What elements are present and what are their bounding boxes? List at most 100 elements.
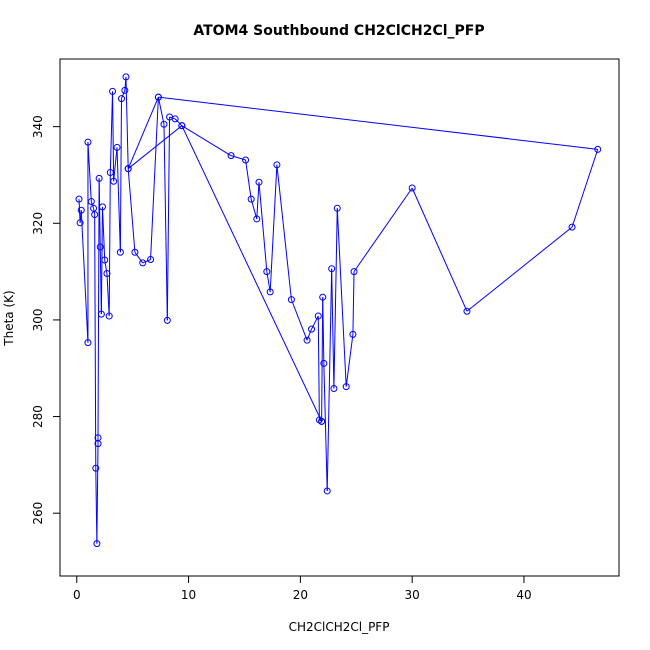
series-segment (127, 96, 159, 169)
data-point (328, 265, 336, 273)
data-point (568, 223, 576, 231)
series-segment (101, 206, 106, 261)
data-point (94, 434, 102, 442)
series-segment (345, 334, 354, 387)
data-point (147, 256, 155, 264)
series-segment (352, 271, 355, 335)
chart-title: ATOM4 Southbound CH2ClCH2Cl_PFP (193, 23, 484, 39)
series-segment (276, 164, 292, 300)
data-point (110, 177, 118, 185)
x-tick-label: 30 (405, 588, 420, 602)
x-tick-label: 10 (181, 588, 196, 602)
series-segment (119, 98, 122, 253)
series-segment (121, 90, 126, 99)
series-segment (96, 443, 99, 544)
y-tick-label: 300 (31, 308, 45, 331)
series-segment (80, 210, 89, 343)
series-segment (411, 187, 468, 312)
x-tick-label: 20 (293, 588, 308, 602)
series-segment (256, 182, 260, 219)
data-point (333, 204, 341, 212)
series-segment (157, 97, 165, 125)
data-point (350, 268, 358, 276)
series-segment (245, 159, 252, 200)
data-point (594, 145, 602, 153)
series-segment (142, 259, 151, 264)
data-point (116, 248, 124, 256)
series-segment (104, 259, 108, 274)
data-point (308, 325, 316, 333)
series-segment (109, 91, 114, 173)
series-segment (116, 147, 121, 253)
data-point (263, 268, 271, 276)
data-point (318, 417, 326, 425)
data-point (117, 95, 125, 103)
series-layer (75, 73, 602, 548)
series-segment (112, 91, 115, 182)
data-point (287, 296, 295, 304)
data-point (255, 178, 263, 186)
y-axis-label: Theta (K) (2, 290, 16, 346)
x-axis-label: CH2ClCH2Cl_PFP (289, 620, 390, 634)
data-point (247, 195, 255, 203)
x-axis: 0 10 20 30 40 (73, 576, 532, 602)
data-point (131, 248, 139, 256)
data-point (463, 307, 471, 315)
data-point (122, 73, 130, 81)
data-point (139, 259, 147, 267)
y-tick-label: 320 (31, 212, 45, 235)
series-segment (127, 125, 183, 170)
data-point (160, 120, 168, 128)
data-point (106, 169, 114, 177)
series-segment (323, 363, 328, 491)
series-segment (134, 251, 144, 264)
series-segment (163, 124, 168, 321)
series-segment (321, 297, 324, 422)
data-point (97, 310, 105, 318)
series-segment (326, 268, 333, 491)
plot-frame (59, 58, 620, 577)
series-segment (90, 201, 95, 209)
data-point (92, 464, 100, 472)
data-point (87, 198, 95, 206)
series-segment (336, 208, 347, 387)
x-tick-label: 40 (516, 588, 531, 602)
series-segment (466, 226, 573, 312)
data-point (171, 115, 179, 123)
series-segment (98, 178, 101, 247)
series-segment (258, 182, 268, 272)
series-segment (331, 268, 335, 389)
data-point (84, 339, 92, 347)
data-point (109, 87, 117, 95)
data-point (320, 359, 328, 367)
series-segment (353, 187, 413, 272)
data-point (98, 203, 106, 211)
data-point (93, 540, 101, 548)
data-point (314, 312, 322, 320)
series-segment (174, 118, 183, 127)
data-point (84, 138, 92, 146)
series-segment (269, 164, 278, 292)
series-segment (166, 116, 171, 321)
data-point (75, 195, 83, 203)
data-point (178, 122, 186, 130)
data-point (77, 206, 85, 214)
series-segment (78, 199, 81, 223)
series-segment (571, 149, 599, 228)
y-tick-label: 260 (31, 502, 45, 525)
series-segment (125, 76, 129, 169)
y-axis: 260 280 300 320 340 (31, 115, 60, 525)
data-point (96, 243, 104, 251)
data-point (105, 312, 113, 320)
data-point (273, 161, 281, 169)
data-point (408, 184, 416, 192)
data-point (303, 336, 311, 344)
series-segment (311, 315, 319, 330)
data-point (349, 330, 357, 338)
series-segment (94, 214, 97, 469)
x-tick-label: 0 (73, 588, 81, 602)
data-point (113, 143, 121, 151)
series-segment (113, 147, 118, 182)
data-point (76, 219, 84, 227)
